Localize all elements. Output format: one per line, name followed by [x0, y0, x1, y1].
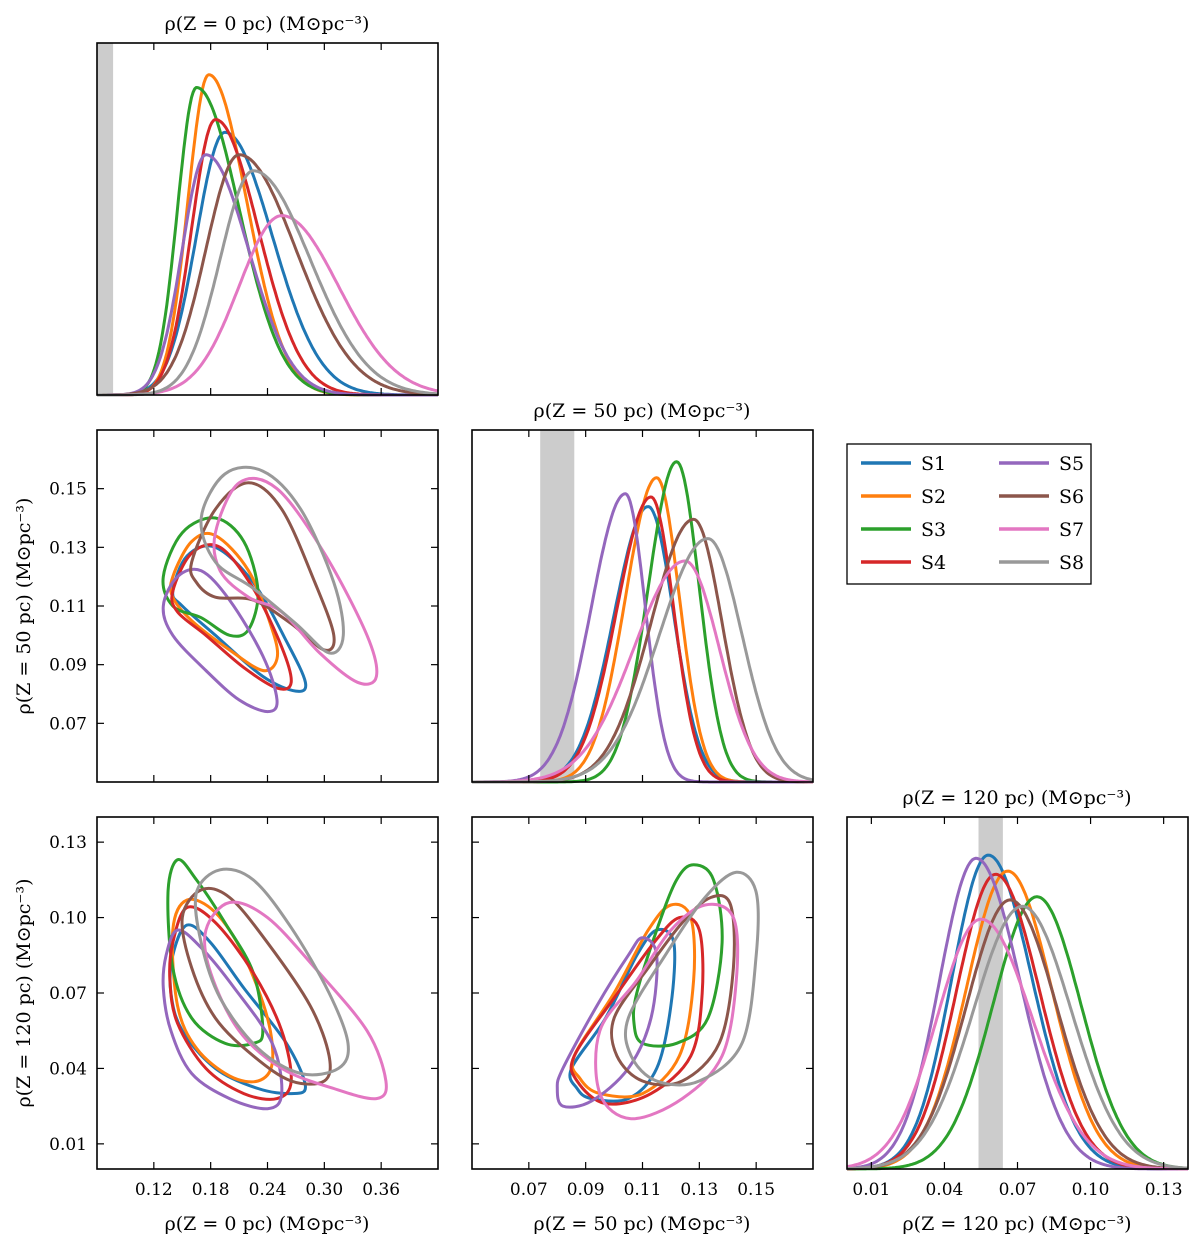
reference-band-rho120: [978, 817, 1003, 1169]
legend-entries: S1 S2 S3 S4 S5 S6 S7 S8: [861, 453, 1084, 574]
ytick-label-rho120: 0.13: [49, 833, 87, 853]
ytick-label-rho50: 0.13: [49, 538, 87, 558]
contour-rho0_vs_rho120-S4: [168, 905, 293, 1101]
legend-label-S4: S4: [921, 552, 946, 574]
panel-rho120-marginal-frame: [846, 816, 1189, 1170]
xtick-label-rho120: 0.04: [925, 1180, 963, 1200]
ytick-label-rho50: 0.07: [49, 714, 87, 734]
legend-label-S8: S8: [1059, 552, 1084, 574]
axis-ticks: 0.07 0.09 0.11 0.13 0.15 0.12 0.18 0.24 0.30 0.36…: [49, 43, 1183, 1200]
panel-rho0-rho120-frame: [96, 816, 439, 1170]
legend-label-S6: S6: [1059, 486, 1084, 508]
marginal-rho0-S3: [97, 86, 438, 397]
diag-title-rho50: ρ(Z = 50 pc) (M⊙pc⁻³): [534, 400, 751, 422]
marginal-rho0-S4: [97, 118, 438, 397]
legend: S1 S2 S3 S4 S5 S6 S7 S8: [846, 443, 1092, 585]
marginal-rho0-S2: [97, 73, 438, 397]
y-axis-label-rho50: ρ(Z = 50 pc) (M⊙pc⁻³): [13, 498, 35, 715]
series-curves: [97, 73, 1189, 1171]
y-axis-label-rho120: ρ(Z = 120 pc) (M⊙pc⁻³): [13, 879, 35, 1108]
legend-label-S3: S3: [921, 519, 946, 541]
contour-rho0_vs_rho50-S4: [170, 543, 293, 691]
contour-rho0_vs_rho120-S5: [161, 928, 284, 1111]
contour-rho0_vs_rho120-S6: [180, 886, 332, 1086]
panel-rho50-marginal-frame: [471, 429, 814, 783]
contour-rho50_vs_rho120-S4: [569, 915, 705, 1106]
ytick-label-rho120: 0.01: [49, 1135, 87, 1155]
ytick-label-rho120: 0.10: [49, 909, 87, 929]
contour-rho50_vs_rho120-S1: [568, 927, 677, 1103]
contour-rho50_vs_rho120-S7: [594, 902, 740, 1121]
contour-rho0_vs_rho50-S8: [199, 465, 345, 655]
contour-rho0_vs_rho50-S3: [161, 516, 260, 638]
xtick-label-rho120: 0.13: [1145, 1180, 1183, 1200]
marginal-rho120-S3: [847, 895, 1189, 1171]
legend-label-S7: S7: [1059, 519, 1084, 541]
x-axis-label-rho50: ρ(Z = 50 pc) (M⊙pc⁻³): [534, 1213, 751, 1235]
marginal-rho120-S8: [846, 904, 1189, 1171]
contour-rho50_vs_rho120-S5: [555, 936, 659, 1109]
contour-rho50_vs_rho120-S3: [631, 863, 724, 1048]
marginal-rho50-S6: [472, 517, 813, 784]
contour-rho50_vs_rho120-S6: [609, 893, 736, 1087]
xtick-label-rho50: 0.09: [567, 1180, 605, 1200]
reference-bands: [97, 43, 1003, 1169]
x-axis-label-rho0: ρ(Z = 0 pc) (M⊙pc⁻³): [165, 1213, 370, 1235]
x-axis-label-rho120: ρ(Z = 120 pc) (M⊙pc⁻³): [903, 1213, 1132, 1235]
marginal-rho0-S6: [97, 153, 439, 397]
contour-rho0_vs_rho120-S8: [193, 867, 350, 1077]
contour-rho0_vs_rho120-S3: [166, 858, 265, 1048]
xtick-label-rho50: 0.13: [680, 1180, 718, 1200]
contour-rho50_vs_rho120-S8: [623, 870, 760, 1087]
xtick-label-rho0: 0.36: [362, 1180, 400, 1200]
contour-rho0_vs_rho120-S7: [203, 900, 388, 1101]
legend-label-S1: S1: [921, 453, 946, 475]
ytick-label-rho50: 0.11: [49, 597, 87, 617]
xtick-label-rho120: 0.10: [1072, 1180, 1110, 1200]
xtick-label-rho50: 0.11: [624, 1180, 662, 1200]
contour-rho0_vs_rho50-S7: [212, 476, 379, 686]
marginal-rho50-S1: [472, 505, 813, 784]
marginal-rho50-S4: [472, 495, 813, 784]
marginal-rho0-S7: [97, 214, 439, 397]
diag-title-rho120: ρ(Z = 120 pc) (M⊙pc⁻³): [903, 787, 1132, 809]
xtick-label-rho0: 0.24: [249, 1180, 287, 1200]
legend-label-S5: S5: [1059, 453, 1084, 475]
marginal-rho120-S7: [846, 917, 1188, 1171]
ytick-label-rho120: 0.07: [49, 984, 87, 1004]
xtick-label-rho0: 0.12: [135, 1180, 173, 1200]
ytick-label-rho120: 0.04: [49, 1059, 87, 1079]
xtick-label-rho50: 0.15: [737, 1180, 775, 1200]
marginal-rho0-S5: [97, 153, 438, 397]
ytick-label-rho50: 0.15: [49, 480, 87, 500]
contour-rho0_vs_rho50-S6: [189, 481, 336, 652]
diag-title-rho0: ρ(Z = 0 pc) (M⊙pc⁻³): [165, 13, 370, 35]
contour-rho50_vs_rho120-S2: [570, 902, 697, 1099]
reference-band-rho50: [540, 430, 575, 782]
xtick-label-rho50: 0.07: [510, 1180, 548, 1200]
xtick-label-rho120: 0.07: [999, 1180, 1037, 1200]
xtick-label-rho120: 0.01: [852, 1180, 890, 1200]
reference-band-rho0: [97, 43, 114, 395]
legend-label-S2: S2: [921, 486, 946, 508]
xtick-label-rho0: 0.18: [192, 1180, 230, 1200]
xtick-label-rho0: 0.30: [305, 1180, 343, 1200]
marginal-rho50-S5: [472, 492, 813, 784]
contour-rho0_vs_rho50-S5: [161, 567, 279, 714]
ytick-label-rho50: 0.09: [49, 656, 87, 676]
